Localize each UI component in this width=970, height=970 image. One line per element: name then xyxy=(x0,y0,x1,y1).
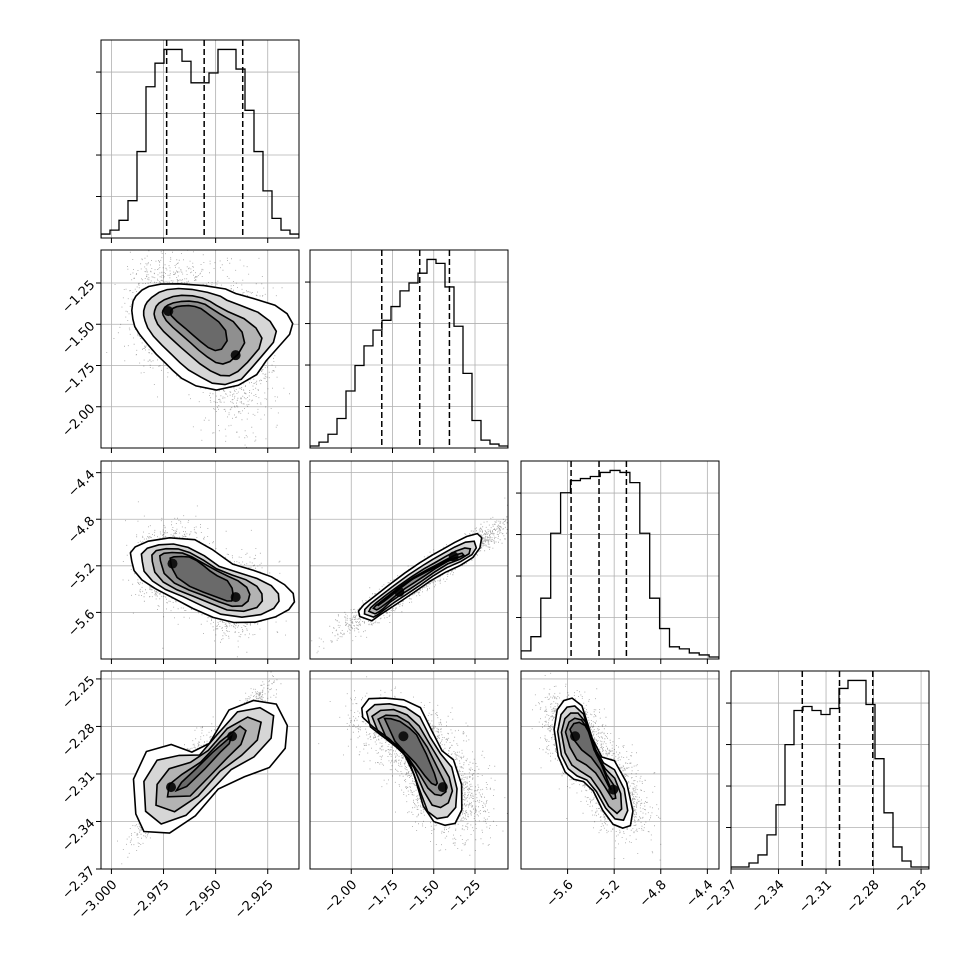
pair-panel-2-1 xyxy=(309,460,509,664)
x-tick-label: −5.6 xyxy=(544,877,577,910)
panel-content xyxy=(101,671,299,869)
hist-panel-0 xyxy=(96,39,300,243)
panel-frame xyxy=(520,460,720,660)
panel-content xyxy=(310,250,508,448)
contour-line-0 xyxy=(357,532,483,622)
contour-line-3 xyxy=(564,717,617,801)
pair-panel-3-1: −2.00 −1.75 −1.50 −1.25 xyxy=(309,670,509,916)
panel-frame xyxy=(100,670,300,870)
contour-line-4 xyxy=(174,733,234,793)
contour-line-3 xyxy=(166,725,247,798)
panel-content xyxy=(310,461,508,659)
contour-line-4 xyxy=(169,304,228,352)
x-tick-label: −2.34 xyxy=(749,877,788,916)
contour-line-2 xyxy=(560,712,623,815)
contour-line-1 xyxy=(142,287,278,386)
x-tick-label: −1.25 xyxy=(445,877,484,916)
panel-frame xyxy=(309,670,509,870)
panel-frame xyxy=(730,670,930,870)
contour-line-2 xyxy=(367,547,472,615)
panel-content xyxy=(101,461,299,659)
contour-line-0 xyxy=(129,536,296,624)
y-tick-label: −2.00 xyxy=(60,401,99,440)
panel-frame xyxy=(100,39,300,239)
contour-line-2 xyxy=(155,716,263,813)
histogram-step-1 xyxy=(310,258,508,448)
x-tick-label: −4.8 xyxy=(637,877,670,910)
panel-content xyxy=(521,671,719,869)
hist-panel-1 xyxy=(305,249,509,453)
contour-line-1 xyxy=(143,706,275,825)
contour-line-1 xyxy=(556,705,629,822)
panel-content xyxy=(101,250,299,448)
density-fill-4 xyxy=(176,736,232,791)
panel-content xyxy=(521,461,719,659)
y-tick-label: −5.2 xyxy=(65,561,98,594)
histogram-step-0 xyxy=(101,48,299,238)
histogram-step-2 xyxy=(521,469,719,659)
density-fill-4 xyxy=(170,305,228,351)
pair-panel-3-2: −5.6 −5.2 −4.8 −4.4 xyxy=(520,670,720,910)
histogram-step-3 xyxy=(731,679,929,869)
contour-line-3 xyxy=(158,551,251,608)
contour-line-3 xyxy=(377,714,447,797)
y-tick-label: −4.8 xyxy=(65,514,98,547)
y-tick-label: −5.6 xyxy=(65,607,98,640)
contour-line-4 xyxy=(383,717,439,787)
contour-line-2 xyxy=(151,547,264,613)
density-peak-0 xyxy=(398,731,409,742)
x-tick-label: −1.50 xyxy=(404,877,443,916)
y-tick-label: −2.31 xyxy=(60,769,99,808)
x-tick-label: −1.75 xyxy=(363,877,402,916)
y-tick-label: −1.25 xyxy=(60,278,99,317)
pair-panel-2-0: −5.6 −5.2 −4.8 −4.4 xyxy=(65,460,300,664)
contour-line-1 xyxy=(140,543,280,619)
panel-content xyxy=(731,671,929,869)
x-tick-label: −2.950 xyxy=(180,877,225,922)
x-tick-label: −2.31 xyxy=(796,877,835,916)
panel-frame xyxy=(309,460,509,660)
panel-frame xyxy=(100,249,300,449)
panel-content xyxy=(101,40,299,238)
x-tick-label: −2.00 xyxy=(322,877,361,916)
panel-frame xyxy=(309,249,509,449)
y-tick-label: −4.4 xyxy=(65,467,98,500)
contour-line-0 xyxy=(132,699,289,834)
contour-line-0 xyxy=(553,697,634,829)
scatter-points xyxy=(106,250,290,448)
pair-panel-3-0: −2.37−2.34−2.31−2.28−2.25−3.000 −2.975 −2.… xyxy=(60,670,300,922)
panel-frame xyxy=(520,670,720,870)
density-fill-3 xyxy=(373,553,464,610)
y-tick-label: −1.75 xyxy=(60,360,99,399)
x-tick-label: −5.2 xyxy=(590,877,623,910)
contour-line-4 xyxy=(375,556,458,607)
contour-line-1 xyxy=(363,540,478,618)
density-fill-4 xyxy=(170,556,234,601)
pair-panel-1-0: −2.00−1.75−1.50−1.25 xyxy=(60,249,300,453)
y-tick-label: −2.34 xyxy=(60,816,99,855)
contour-line-4 xyxy=(169,555,234,602)
contour-line-1 xyxy=(365,702,458,820)
x-tick-label: −2.25 xyxy=(891,877,930,916)
density-peak-0 xyxy=(570,731,581,742)
density-fill-4 xyxy=(384,718,438,786)
x-tick-label: −2.28 xyxy=(844,877,883,916)
hist-panel-3: −2.37 −2.34 −2.31 −2.28 −2.25 xyxy=(701,670,930,916)
y-tick-label: −1.50 xyxy=(60,319,99,358)
contour-line-3 xyxy=(161,300,246,365)
x-tick-label: −2.975 xyxy=(128,877,173,922)
x-tick-label: −2.925 xyxy=(232,877,277,922)
panel-frame xyxy=(100,460,300,660)
hist-panel-2 xyxy=(516,460,720,664)
y-tick-label: −2.25 xyxy=(60,674,99,713)
contour-line-4 xyxy=(569,721,612,791)
contour-line-2 xyxy=(153,294,263,377)
density-peak-0 xyxy=(167,558,178,569)
y-tick-label: −2.28 xyxy=(60,721,99,760)
contour-line-0 xyxy=(130,282,294,391)
panel-content xyxy=(310,671,508,869)
